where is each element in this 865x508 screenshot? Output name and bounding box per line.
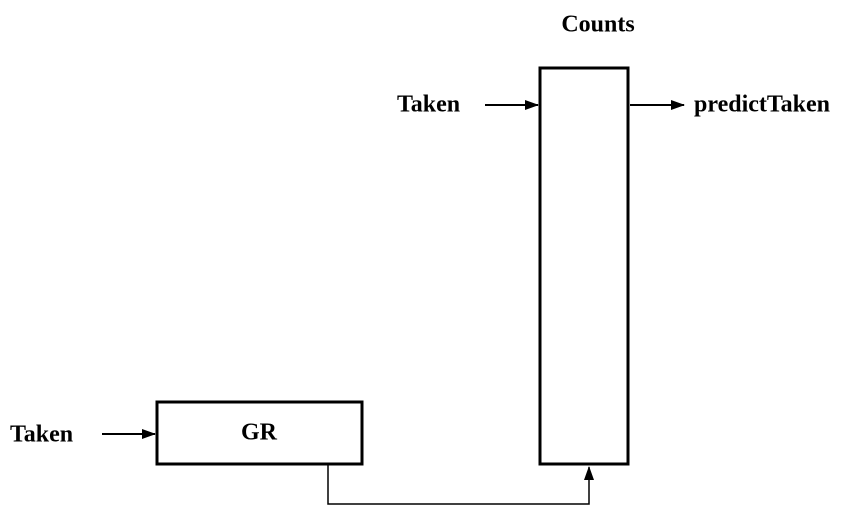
gr-label: GR (241, 420, 278, 446)
output-label: predictTaken (694, 92, 830, 118)
input-label: Taken (397, 92, 460, 118)
gr-box (155, 400, 364, 466)
counts-label: Counts (561, 12, 634, 38)
connector (327, 465, 594, 505)
counts-box (538, 66, 630, 466)
input-label: Taken (10, 422, 73, 448)
